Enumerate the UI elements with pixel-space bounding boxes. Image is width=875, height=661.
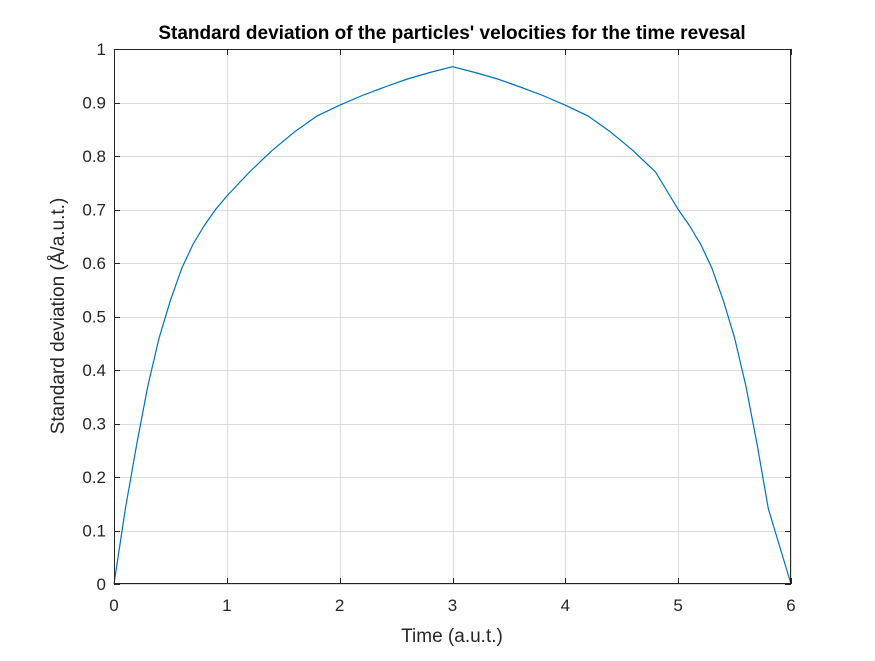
- x-axis-label: Time (a.u.t.): [401, 626, 503, 647]
- x-tick-label: 4: [561, 596, 570, 615]
- y-tick-label: 0.3: [82, 415, 106, 434]
- series-group: [113, 66, 792, 585]
- x-tick-label: 5: [673, 596, 682, 615]
- x-tick-label: 1: [222, 596, 231, 615]
- x-tick-labels: 0 1 2 3 4 5 6: [109, 596, 795, 615]
- x-tick-label: 6: [786, 596, 795, 615]
- axes-box: [114, 49, 791, 584]
- x-tick-label: 0: [109, 596, 118, 615]
- y-tick-label: 0.8: [82, 147, 106, 166]
- y-tick-label: 0.9: [82, 94, 106, 113]
- chart-title: Standard deviation of the particles' vel…: [158, 23, 745, 44]
- y-tick-label: 0.5: [82, 308, 106, 327]
- y-tick-label: 0.6: [82, 254, 106, 273]
- ticks: [114, 49, 792, 585]
- y-tick-label: 0.2: [82, 468, 106, 487]
- y-tick-labels: 0 0.1 0.2 0.3 0.4 0.5 0.6 0.7 0.8 0.9 1: [82, 40, 106, 594]
- y-tick-label: 0.4: [82, 361, 106, 380]
- y-tick-label: 0: [97, 575, 106, 594]
- series-line: [113, 66, 792, 585]
- x-tick-label: 3: [448, 596, 457, 615]
- plot-background: [114, 49, 791, 584]
- y-tick-label: 0.1: [82, 522, 106, 541]
- y-axis-label: Standard deviation (Å/a.u.t.): [48, 198, 69, 435]
- y-tick-label: 0.7: [82, 201, 106, 220]
- y-tick-label: 1: [97, 40, 106, 59]
- x-tick-label: 2: [335, 596, 344, 615]
